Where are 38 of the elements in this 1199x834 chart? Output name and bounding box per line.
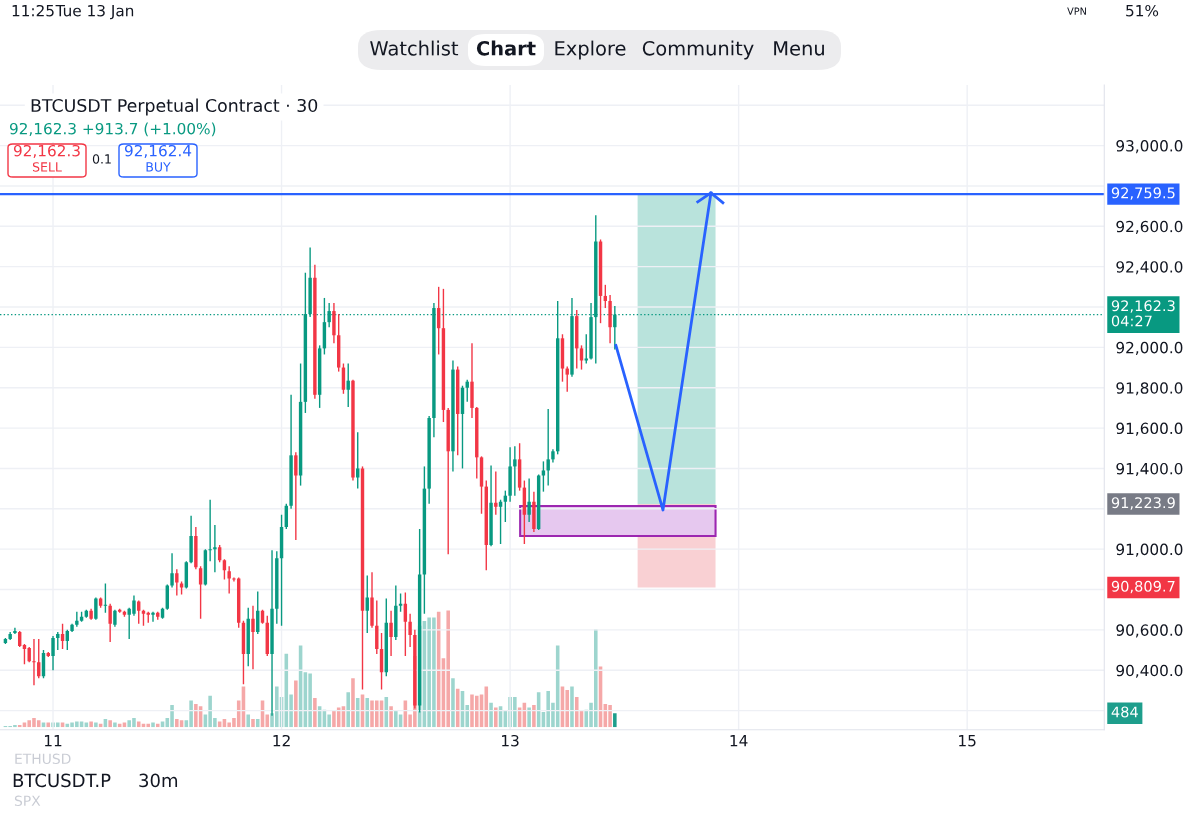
y-tick-label: 91,000.0 <box>1116 543 1183 557</box>
ref-line-label: 92,759.5 <box>1111 187 1175 200</box>
y-tick-label: 92,600.0 <box>1116 220 1183 234</box>
text: VPN <box>1067 7 1086 15</box>
x-tick-label: 13 <box>502 734 519 747</box>
text: Explore <box>555 40 626 60</box>
text: 484 <box>1111 706 1138 718</box>
text: Chart <box>476 40 536 56</box>
x-tick-label: 14 <box>730 735 748 747</box>
x-tick-label: 15 <box>959 735 976 747</box>
y-tick-label: 90,600.0 <box>1116 624 1183 638</box>
y-tick-label: 91,400.0 <box>1116 462 1183 477</box>
annotation: BUY <box>146 162 171 172</box>
text: 11:25 <box>12 4 54 17</box>
text: Menu <box>774 41 824 56</box>
text: 51% <box>1126 4 1159 17</box>
y-tick-label: 92,000.0 <box>1116 341 1183 355</box>
y-tick-label: 92,400.0 <box>1116 261 1183 275</box>
x-tick-label: 12 <box>273 734 290 747</box>
x-tick-label: 11 <box>44 735 62 747</box>
y-tick-label: 91,600.0 <box>1116 422 1183 436</box>
annotation: 0.1 <box>92 154 111 164</box>
y-tick-label: 90,400.0 <box>1116 664 1183 678</box>
text: BTCUSDT.P <box>13 773 111 788</box>
annotation: 92,162.4 <box>124 144 192 158</box>
text: 92,162.3 +913.7 (+1.00%) <box>9 122 216 137</box>
annotation: 92,162.3 <box>13 144 80 158</box>
y-tick-label: 93,000.0 <box>1116 140 1183 154</box>
annotation: SELL <box>32 162 62 172</box>
text: BTCUSDT Perpetual Contract · 30 <box>31 98 318 116</box>
ref-line-label: 92,162.3 04:27 <box>1111 300 1175 327</box>
text: 90,809.7 <box>1111 580 1175 594</box>
text: Tue 13 Jan <box>55 4 134 20</box>
text: Watchlist <box>370 40 459 56</box>
text: Community <box>642 40 754 60</box>
text: 91,223.9 <box>1111 497 1175 510</box>
text: 30m <box>139 773 178 788</box>
y-tick-label: 91,800.0 <box>1116 382 1183 396</box>
